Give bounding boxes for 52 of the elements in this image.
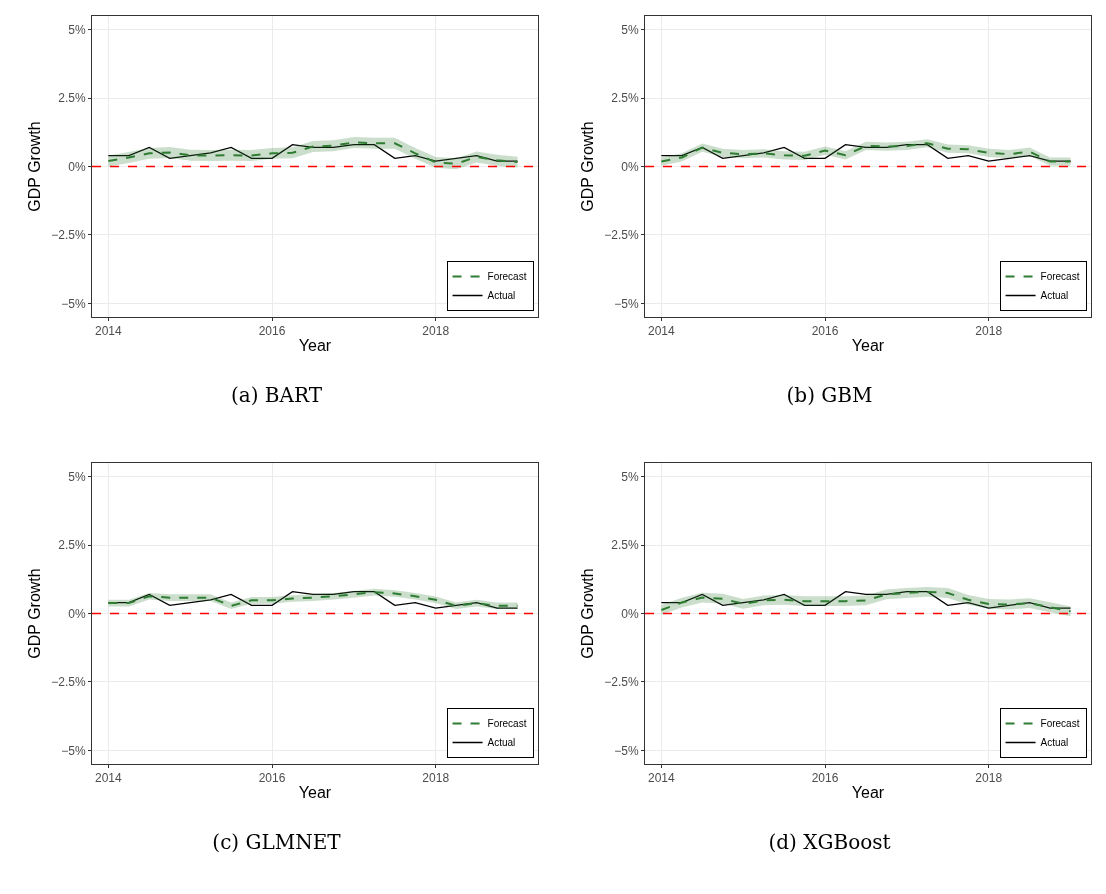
y-tick-label: 0%	[68, 159, 86, 174]
x-tick-label: 2014	[648, 771, 676, 786]
legend-label: Actual	[1040, 737, 1069, 749]
x-axis-title: Year	[851, 337, 885, 355]
x-tick-label: 2016	[258, 771, 286, 786]
text: (b) GBM	[786, 383, 873, 408]
legend-label: Forecast	[487, 271, 527, 283]
x-axis-title: Year	[298, 784, 332, 802]
x-tick-label: 2018	[422, 771, 450, 786]
x-tick-label: 2016	[258, 324, 286, 339]
y-tick-label: 2.5%	[611, 91, 639, 106]
x-axis-title: Year	[298, 337, 332, 355]
legend-label: Forecast	[1040, 718, 1080, 730]
x-tick-label: 2016	[811, 324, 839, 339]
y-tick-label: 2.5%	[58, 538, 86, 553]
text: (d) XGBoost	[768, 830, 891, 855]
y-axis-title: GDP Growth	[26, 121, 44, 212]
y-tick-label: −5%	[61, 743, 86, 758]
legend-label: Forecast	[487, 718, 527, 730]
text: (a) BART	[230, 383, 323, 408]
y-tick-label: 0%	[621, 606, 639, 621]
y-tick-label: 2.5%	[58, 91, 86, 106]
y-tick-label: 2.5%	[611, 538, 639, 553]
x-tick-label: 2018	[975, 771, 1003, 786]
y-axis-title: GDP Growth	[26, 568, 44, 659]
y-tick-label: 0%	[68, 606, 86, 621]
x-tick-label: 2018	[422, 324, 450, 339]
y-tick-label: 5%	[621, 22, 639, 37]
legend-label: Forecast	[1040, 271, 1080, 283]
y-tick-label: −2.5%	[604, 228, 639, 243]
x-tick-label: 2018	[975, 324, 1003, 339]
y-tick-label: 5%	[621, 469, 639, 484]
legend-label: Actual	[1040, 290, 1069, 302]
y-tick-label: −2.5%	[51, 228, 86, 243]
y-tick-label: 0%	[621, 159, 639, 174]
y-tick-label: −2.5%	[51, 675, 86, 690]
y-tick-label: −5%	[61, 296, 86, 311]
y-tick-label: −5%	[614, 296, 639, 311]
y-tick-label: 5%	[68, 469, 86, 484]
y-tick-label: −5%	[614, 743, 639, 758]
y-tick-label: −2.5%	[604, 675, 639, 690]
y-axis-title: GDP Growth	[579, 121, 597, 212]
text: (c) GLMNET	[212, 830, 342, 855]
legend-label: Actual	[487, 737, 516, 749]
legend-label: Actual	[487, 290, 516, 302]
x-tick-label: 2014	[648, 324, 676, 339]
x-tick-label: 2014	[95, 771, 123, 786]
x-tick-label: 2016	[811, 771, 839, 786]
y-axis-title: GDP Growth	[579, 568, 597, 659]
y-tick-label: 5%	[68, 22, 86, 37]
x-axis-title: Year	[851, 784, 885, 802]
x-tick-label: 2014	[95, 324, 123, 339]
